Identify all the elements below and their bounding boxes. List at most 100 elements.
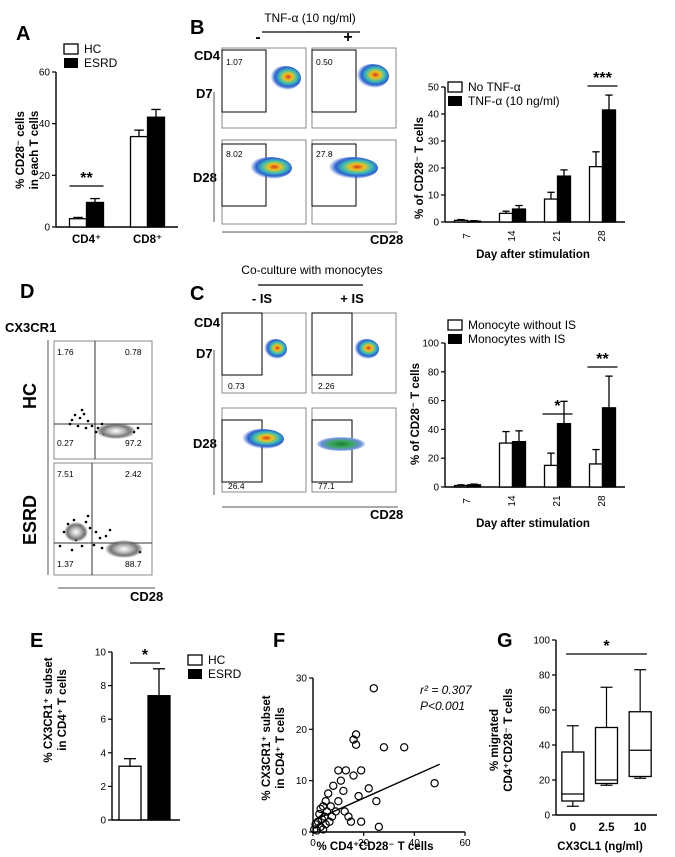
flow-density-blob <box>240 429 284 449</box>
bar <box>146 116 166 228</box>
scatter-point <box>349 735 358 744</box>
quadrant-value: 1.37 <box>57 559 74 569</box>
bar <box>556 175 572 223</box>
y-axis-title-line1: % CD28⁻ cells <box>15 111 27 189</box>
y-tick-label: 10 <box>95 648 107 659</box>
y-tick-label: 40 <box>539 741 551 752</box>
scatter-point <box>326 802 335 811</box>
significance-marker: * <box>554 398 561 415</box>
regression-line <box>312 763 440 822</box>
cd4-axis-label: CD4 <box>194 315 221 330</box>
legend-label-no-tnf: No TNF-α <box>468 80 521 94</box>
row-label-hc: HC <box>20 383 40 409</box>
y-tick-label: 20 <box>428 454 440 465</box>
panel-b: TNF-α (10 ng/ml) - + CD4 D7 D28 CD28 1.0… <box>193 11 403 247</box>
r-squared-annotation: r² = 0.307 <box>420 683 473 697</box>
quadrant-value: 97.2 <box>125 438 142 448</box>
scatter-point <box>356 766 366 775</box>
chart-g: 0 20 40 60 80 100 0 2.5 10 * <box>533 636 657 834</box>
panel-letter-f: F <box>273 630 285 652</box>
y-tick-label: 100 <box>533 636 550 647</box>
scatter-point <box>369 684 378 693</box>
flow-density-blob <box>355 64 389 88</box>
chart-f: 0 10 20 30 0 20 40 60 <box>296 674 471 850</box>
bar <box>68 218 88 228</box>
y-tick-label: 10 <box>428 191 440 202</box>
bar <box>147 695 171 821</box>
y-tick-label: 20 <box>296 725 308 736</box>
x-tick-label: CD8⁺ <box>133 234 162 246</box>
scatter-point <box>351 740 361 749</box>
minus-label: - <box>255 29 260 46</box>
scatter-point <box>400 743 409 752</box>
bar <box>556 422 572 488</box>
cd28-axis-label: CD28 <box>130 589 163 604</box>
cd4-axis-label: CD4 <box>194 48 221 63</box>
gate-box <box>221 49 267 113</box>
y-tick-label: 0 <box>544 811 550 822</box>
scatter-point <box>334 766 343 775</box>
bar <box>85 201 105 228</box>
y-axis-title-line2: in CD4⁺ T cells <box>57 669 69 750</box>
y-axis-title: % of CD28⁻ T cells <box>410 363 422 465</box>
quadrant-value: 88.7 <box>125 559 142 569</box>
bar <box>588 165 604 223</box>
bar <box>588 463 604 488</box>
y-axis-title-line1: % migrated <box>489 709 501 771</box>
panel-f: % CX3CR1⁺ subset in CD4⁺ T cells % CD4⁺C… <box>261 674 473 854</box>
scatter-point <box>329 781 338 791</box>
gate-box <box>311 49 357 113</box>
tnf-treatment-label: TNF-α (10 ng/ml) <box>264 11 356 25</box>
scatter-point <box>364 784 373 793</box>
scatter-point <box>339 786 348 796</box>
x-tick-label: 28 <box>597 495 608 507</box>
significance-marker: *** <box>593 70 612 87</box>
y-tick-label: 60 <box>39 68 51 79</box>
bar <box>498 212 514 223</box>
bar <box>118 765 142 821</box>
y-tick-label: 40 <box>428 425 440 436</box>
box <box>561 751 585 802</box>
y-tick-label: 10 <box>296 776 308 787</box>
bar <box>466 220 482 223</box>
box <box>594 726 619 785</box>
x-tick-label: 14 <box>507 495 518 507</box>
scatter-point <box>311 820 320 829</box>
significance-marker: * <box>142 647 149 664</box>
cd28-axis-label: CD28 <box>370 232 403 247</box>
quadrant-value: 1.76 <box>57 347 74 357</box>
x-tick-label: 21 <box>552 230 563 242</box>
flow-plot-c-d7-plus <box>311 312 397 394</box>
scatter-point <box>351 730 361 739</box>
significance-marker: * <box>603 638 610 655</box>
y-axis-title-line2: in CD4⁺ T cells <box>275 707 287 788</box>
y-tick-label: 60 <box>428 396 440 407</box>
bar <box>543 198 559 223</box>
gray-density-contour <box>96 423 136 439</box>
flow-density-blob <box>263 339 287 359</box>
x-axis-title: CX3CL1 (ng/ml) <box>557 841 643 853</box>
panel-e: HC ESRD % CX3CR1⁺ subset in CD4⁺ T cells… <box>43 647 242 827</box>
flow-plot-c-d28-plus <box>311 407 397 493</box>
x-tick-label: 20 <box>358 838 370 849</box>
row-label-d7: D7 <box>196 346 213 361</box>
legend-swatch-with-is <box>448 334 462 344</box>
coculture-title: Co-culture with monocytes <box>241 263 382 277</box>
legend-swatch-esrd <box>64 58 78 68</box>
y-tick-label: 8 <box>100 681 106 692</box>
legend-swatch-esrd <box>188 669 202 679</box>
y-tick-label: 60 <box>539 706 551 717</box>
panel-g: % migrated CD4⁺CD28⁻ T cells CX3CL1 (ng/… <box>489 636 657 853</box>
flow-density-blob <box>353 339 379 359</box>
bar <box>511 440 527 488</box>
x-axis-title: Day after stimulation <box>476 518 590 530</box>
x-tick-label: 0 <box>310 838 316 849</box>
y-tick-label: 80 <box>539 671 551 682</box>
flow-plot-c-d7-minus <box>221 312 307 394</box>
panel-letter-e: E <box>30 630 43 652</box>
scatter-point <box>374 822 384 832</box>
y-tick-label: 100 <box>422 339 439 350</box>
scatter-point <box>318 825 328 834</box>
x-tick-label: 28 <box>597 230 608 242</box>
